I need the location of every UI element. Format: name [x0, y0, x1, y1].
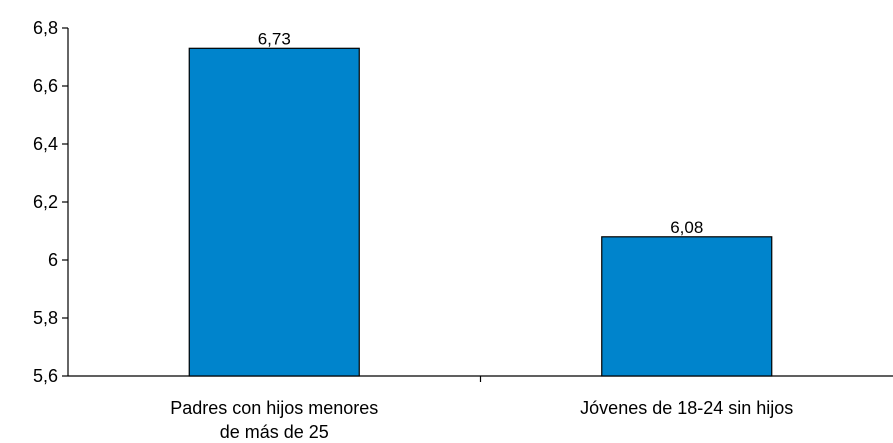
y-tick-label: 6,4 [33, 134, 58, 154]
y-tick-label: 6 [48, 250, 58, 270]
bars [188, 47, 773, 377]
y-tick-label: 5,8 [33, 308, 58, 328]
data-label: 6,73 [258, 29, 291, 48]
y-tick-label: 6,6 [33, 76, 58, 96]
bar [188, 47, 360, 377]
y-tick-label: 6,2 [33, 192, 58, 212]
y-tick-label: 6,8 [33, 18, 58, 38]
y-tick-label: 5,6 [33, 366, 58, 386]
data-label: 6,08 [670, 218, 703, 237]
labels: 5,6 5,8 6 6,2 6,4 6,6 6,8 6,73 Padres con hijos … [33, 18, 793, 442]
x-category-label: Padres con hijos menores de más de 25 [170, 398, 378, 442]
bar [601, 236, 773, 377]
x-category-label: Jóvenes de 18-24 sin hijos [580, 398, 793, 418]
